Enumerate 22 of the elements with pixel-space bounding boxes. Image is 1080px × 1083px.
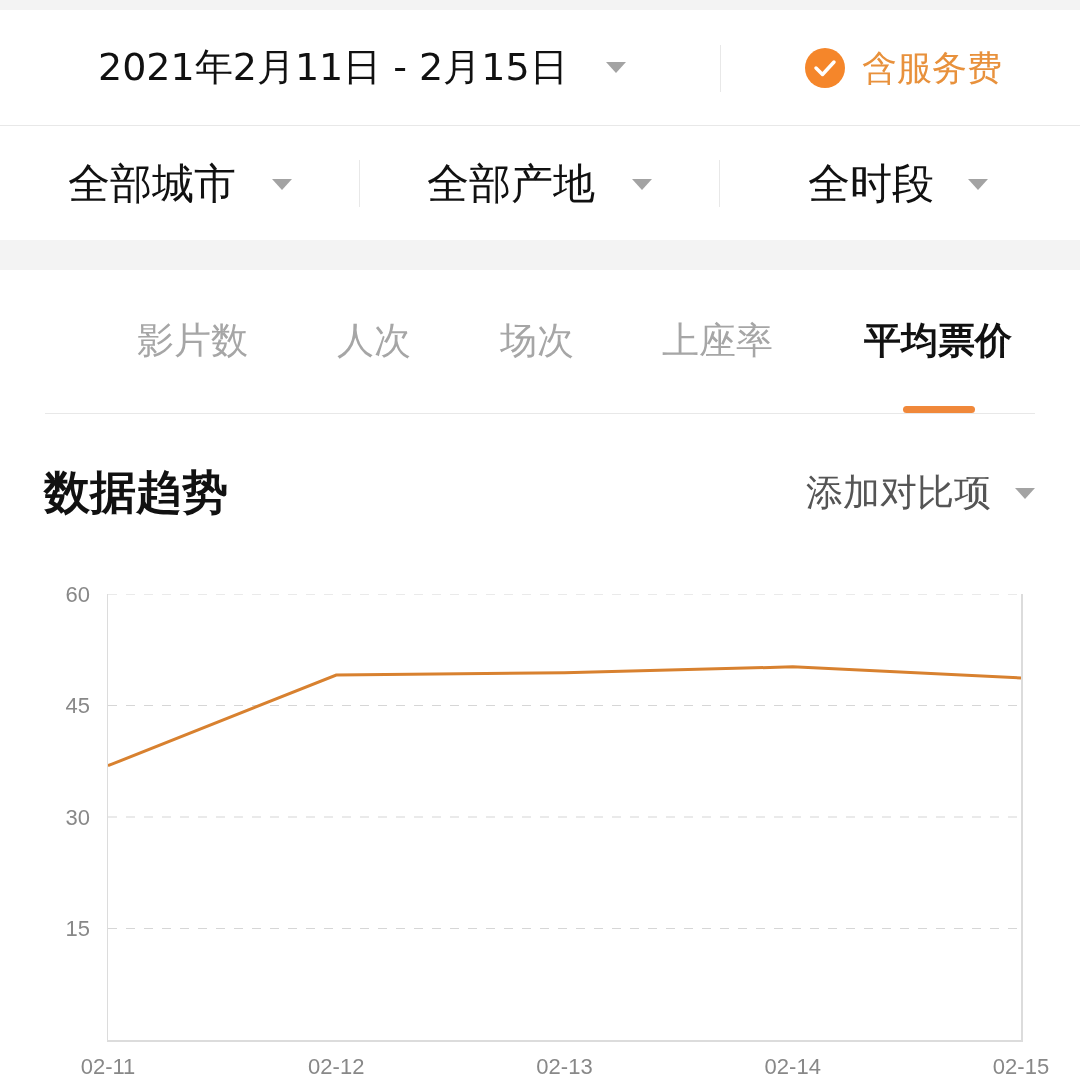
text: 上座率: [662, 318, 773, 364]
x-tick-label: 02-14: [764, 1053, 821, 1079]
text: 添加对比项: [806, 470, 991, 516]
chart-title: 数据趋势: [44, 464, 228, 521]
text: 全部城市: [68, 158, 236, 210]
line-series: [108, 665, 1021, 768]
text: 含服务费: [862, 46, 1002, 90]
text: 全部产地: [427, 158, 595, 210]
x-tick-label: 02-11: [80, 1053, 136, 1079]
y-tick-label: 30: [65, 804, 91, 830]
y-tick-label: 45: [65, 693, 91, 719]
text: 影片数: [137, 318, 248, 364]
text: 2021年2月11日 - 2月15日: [98, 44, 568, 92]
text: 全时段: [808, 158, 934, 210]
text: 场次: [500, 318, 574, 364]
x-tick-label: 02-13: [536, 1053, 593, 1079]
y-tick-label: 15: [65, 916, 91, 942]
text: 平均票价: [864, 318, 1012, 364]
x-tick-label: 02-15: [992, 1053, 1050, 1079]
text: 人次: [337, 318, 411, 364]
x-tick-label: 02-12: [308, 1053, 365, 1079]
y-tick-label: 60: [65, 581, 91, 607]
